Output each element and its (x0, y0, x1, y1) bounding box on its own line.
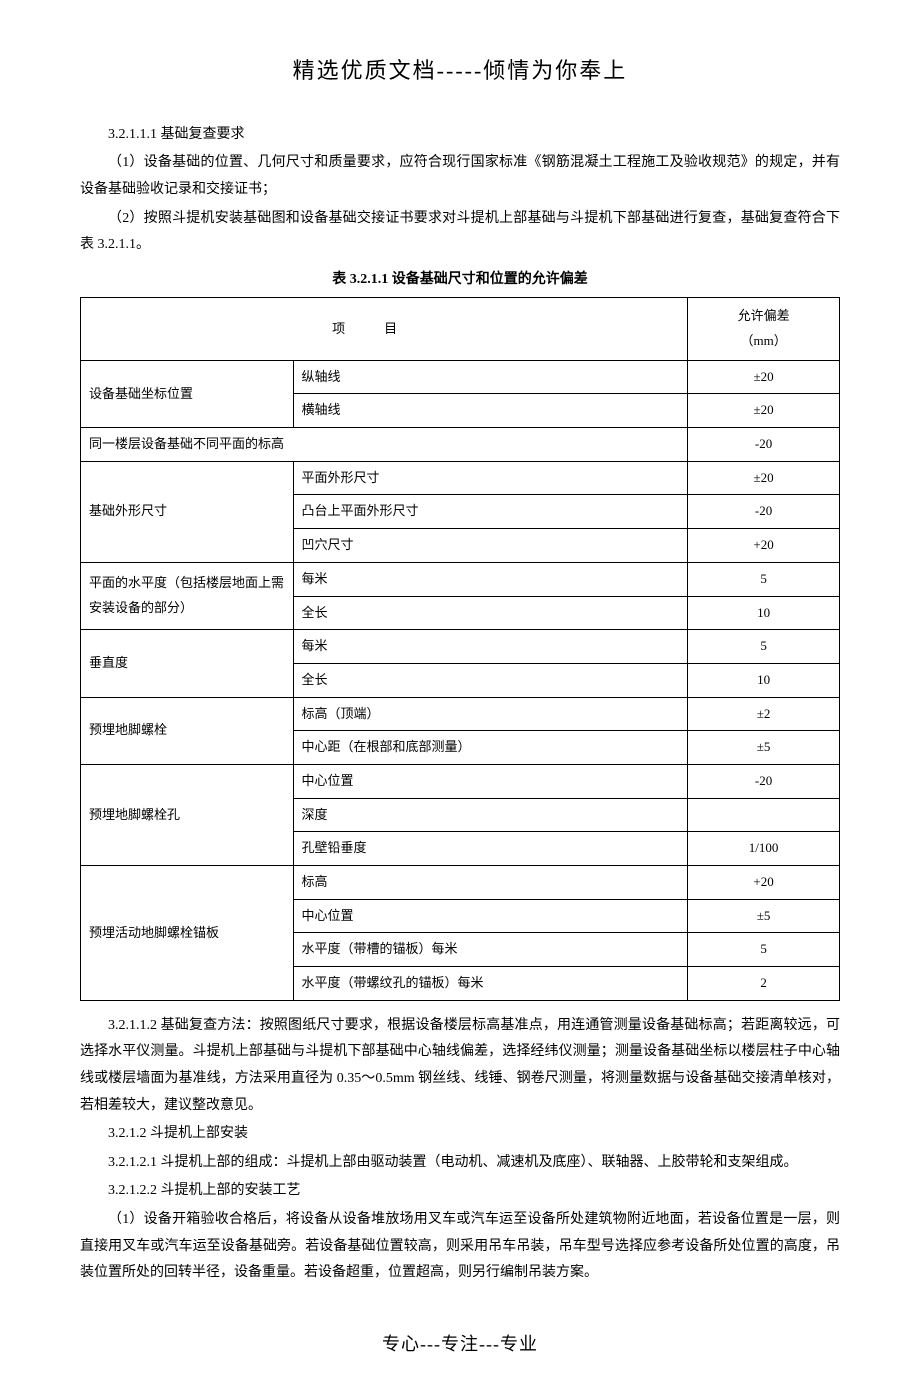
sub-cell: 凹穴尺寸 (293, 529, 688, 563)
header-dev-unit: （mm） (740, 333, 786, 348)
sub-cell: 全长 (293, 663, 688, 697)
deviation-cell: 2 (688, 967, 840, 1001)
table-row: 同一楼层设备基础不同平面的标高-20 (81, 428, 840, 462)
deviation-cell: +20 (688, 529, 840, 563)
deviation-cell: ±5 (688, 899, 840, 933)
sub-cell: 标高 (293, 866, 688, 900)
page-header-title: 精选优质文档-----倾情为你奉上 (80, 50, 840, 92)
item-cell: 垂直度 (81, 630, 294, 697)
table-body: 设备基础坐标位置纵轴线±20横轴线±20同一楼层设备基础不同平面的标高-20基础… (81, 360, 840, 1000)
table-row: 平面的水平度（包括楼层地面上需安装设备的部分）每米5 (81, 562, 840, 596)
sub-cell: 每米 (293, 630, 688, 664)
item-cell: 预埋地脚螺栓 (81, 697, 294, 764)
section-3-2-1-1-1: 3.2.1.1.1 基础复查要求 (80, 122, 840, 149)
deviation-cell: +20 (688, 866, 840, 900)
page-footer-title: 专心---专注---专业 (80, 1327, 840, 1361)
deviation-cell: ±5 (688, 731, 840, 765)
sub-cell: 中心距（在根部和底部测量） (293, 731, 688, 765)
sub-cell: 孔壁铅垂度 (293, 832, 688, 866)
item-cell: 平面的水平度（包括楼层地面上需安装设备的部分） (81, 562, 294, 629)
paragraph-req-2: （2）按照斗提机安装基础图和设备基础交接证书要求对斗提机上部基础与斗提机下部基础… (80, 206, 840, 259)
deviation-cell: -20 (688, 495, 840, 529)
table-row: 预埋地脚螺栓孔中心位置-20 (81, 764, 840, 798)
item-cell: 基础外形尺寸 (81, 461, 294, 562)
header-dev-label: 允许偏差 (738, 308, 790, 323)
deviation-cell: ±20 (688, 360, 840, 394)
paragraph-req-1: （1）设备基础的位置、几何尺寸和质量要求，应符合现行国家标准《钢筋混凝土工程施工… (80, 150, 840, 203)
deviation-cell: 5 (688, 630, 840, 664)
deviation-cell: -20 (688, 764, 840, 798)
sub-cell: 纵轴线 (293, 360, 688, 394)
table-row: 基础外形尺寸平面外形尺寸±20 (81, 461, 840, 495)
deviation-cell (688, 798, 840, 832)
deviation-cell: -20 (688, 428, 840, 462)
sub-cell: 中心位置 (293, 764, 688, 798)
paragraph-install-1: （1）设备开箱验收合格后，将设备从设备堆放场用叉车或汽车运至设备所处建筑物附近地… (80, 1207, 840, 1287)
table-header-row: 项目 允许偏差 （mm） (81, 298, 840, 360)
sub-cell: 中心位置 (293, 899, 688, 933)
section-3-2-1-2: 3.2.1.2 斗提机上部安装 (80, 1121, 840, 1148)
table-row: 预埋地脚螺栓标高（顶端）±2 (81, 697, 840, 731)
header-deviation: 允许偏差 （mm） (688, 298, 840, 360)
item-cell: 同一楼层设备基础不同平面的标高 (81, 428, 688, 462)
sub-cell: 横轴线 (293, 394, 688, 428)
item-cell: 预埋地脚螺栓孔 (81, 764, 294, 865)
table-row: 垂直度每米5 (81, 630, 840, 664)
section-3-2-1-2-1: 3.2.1.2.1 斗提机上部的组成：斗提机上部由驱动装置（电动机、减速机及底座… (80, 1150, 840, 1177)
section-3-2-1-2-2: 3.2.1.2.2 斗提机上部的安装工艺 (80, 1178, 840, 1205)
sub-cell: 深度 (293, 798, 688, 832)
section-3-2-1-1-2: 3.2.1.1.2 基础复查方法：按照图纸尺寸要求，根据设备楼层标高基准点，用连… (80, 1013, 840, 1119)
deviation-cell: 5 (688, 933, 840, 967)
deviation-cell: 10 (688, 663, 840, 697)
deviation-cell: ±20 (688, 394, 840, 428)
deviation-cell: ±20 (688, 461, 840, 495)
deviation-cell: ±2 (688, 697, 840, 731)
item-cell: 设备基础坐标位置 (81, 360, 294, 427)
sub-cell: 每米 (293, 562, 688, 596)
table-caption: 表 3.2.1.1 设备基础尺寸和位置的允许偏差 (80, 267, 840, 294)
table-row: 设备基础坐标位置纵轴线±20 (81, 360, 840, 394)
deviation-cell: 5 (688, 562, 840, 596)
sub-cell: 凸台上平面外形尺寸 (293, 495, 688, 529)
sub-cell: 水平度（带螺纹孔的锚板）每米 (293, 967, 688, 1001)
sub-cell: 标高（顶端） (293, 697, 688, 731)
deviation-table: 项目 允许偏差 （mm） 设备基础坐标位置纵轴线±20横轴线±20同一楼层设备基… (80, 297, 840, 1000)
sub-cell: 水平度（带槽的锚板）每米 (293, 933, 688, 967)
sub-cell: 平面外形尺寸 (293, 461, 688, 495)
header-item: 项目 (81, 298, 688, 360)
table-row: 预埋活动地脚螺栓锚板标高+20 (81, 866, 840, 900)
deviation-cell: 1/100 (688, 832, 840, 866)
sub-cell: 全长 (293, 596, 688, 630)
deviation-cell: 10 (688, 596, 840, 630)
item-cell: 预埋活动地脚螺栓锚板 (81, 866, 294, 1001)
